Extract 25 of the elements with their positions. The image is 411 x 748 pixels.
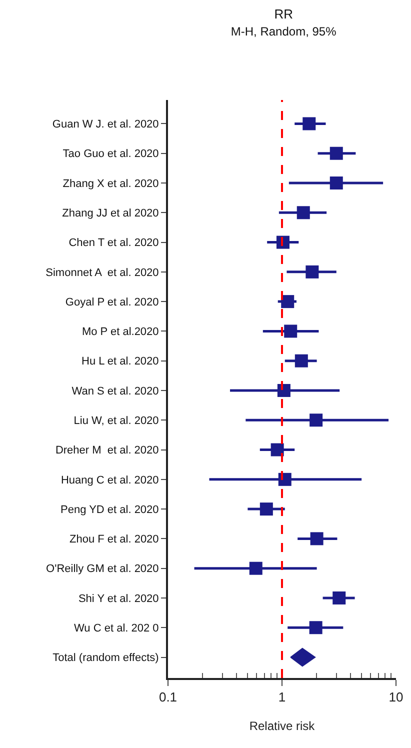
y-tick-label: Goyal P et al. 2020: [65, 296, 159, 308]
x-axis-title: Relative risk: [249, 719, 316, 733]
y-tick-label: Chen T et al. 2020: [68, 237, 159, 250]
y-tick-label: Huang C et al. 2020: [60, 474, 159, 486]
y-tick-label: Wan S et al. 2020: [72, 385, 159, 398]
y-tick-label: Simonnet A et al. 2020: [46, 266, 159, 279]
y-tick-label: Mo P et al.2020: [82, 326, 159, 338]
y-tick-label: Shi Y et al. 2020: [78, 592, 159, 605]
y-tick-label: Hu L et al. 2020: [82, 356, 159, 368]
y-tick-label: Zhou F et al. 2020: [70, 534, 159, 546]
x-tick-label: 1: [278, 690, 286, 705]
y-tick-label: Zhang JJ et al 2020: [62, 207, 159, 220]
y-tick-label: Zhang X et al. 2020: [62, 178, 159, 190]
y-tick-label: Tao Guo et al. 2020: [62, 148, 159, 160]
x-tick-label: 0.1: [158, 690, 178, 705]
y-tick-label: Wu C et al. 202 0: [74, 622, 159, 634]
y-tick-label: Total (random effects): [52, 652, 159, 664]
x-tick-label: 10: [388, 690, 404, 705]
y-tick-label: Peng YD et al. 2020: [60, 504, 159, 516]
chart-title: RR: [274, 6, 293, 22]
y-tick-label: O'Reilly GM et al. 2020: [46, 563, 159, 576]
y-tick-label: Dreher M et al. 2020: [55, 444, 159, 457]
y-tick-label: Liu W, et al. 2020: [74, 414, 159, 427]
chart-subtitle: M-H, Random, 95%: [230, 24, 337, 39]
y-tick-label: Guan W J. et al. 2020: [52, 118, 159, 131]
